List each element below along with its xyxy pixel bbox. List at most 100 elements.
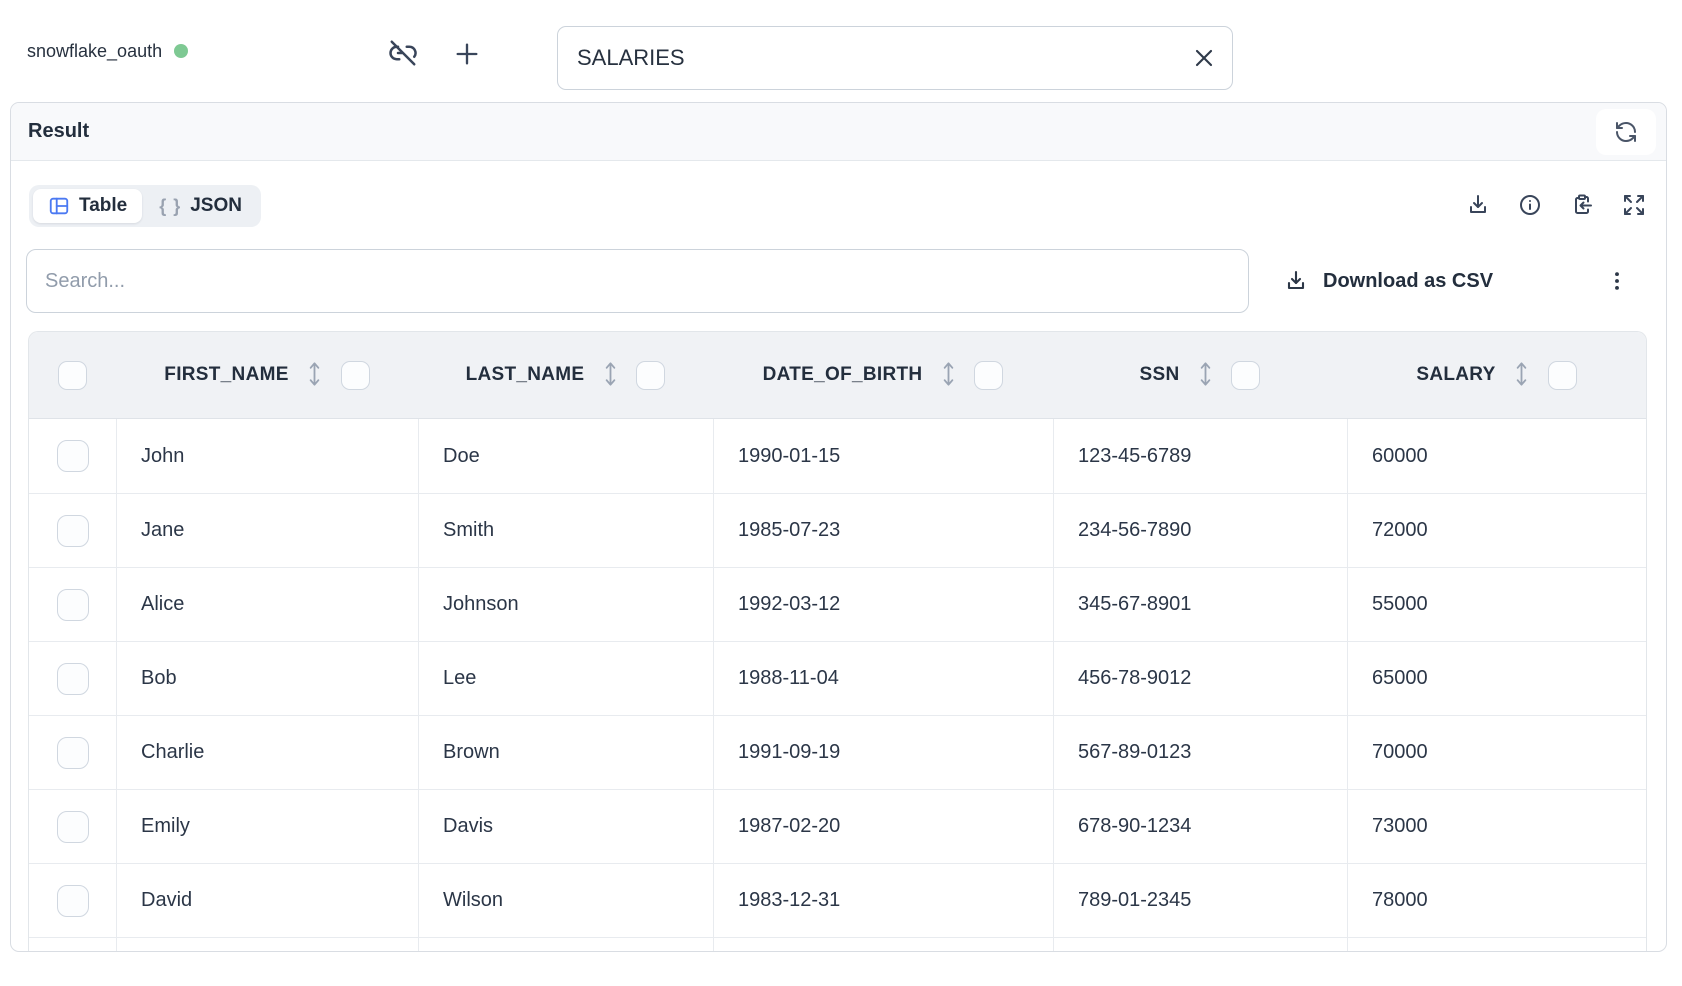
row-checkbox[interactable] (56, 440, 89, 472)
column-label: SALARY (1416, 364, 1496, 385)
sort-icon (941, 360, 956, 391)
row-checkbox[interactable] (56, 810, 89, 843)
download-icon (1287, 270, 1305, 290)
table-cell: 78000 (1347, 864, 1646, 937)
info-button[interactable] (1516, 191, 1544, 219)
table-cell: Lee (418, 642, 713, 715)
column-label: DATE_OF_BIRTH (762, 364, 923, 385)
sort-icon (603, 360, 618, 391)
column-checkbox[interactable] (636, 360, 666, 390)
column-label: FIRST_NAME (164, 364, 289, 385)
table-cell: Wilson (418, 864, 713, 937)
search-input[interactable] (26, 249, 1249, 313)
column-header-last_name: LAST_NAME (418, 332, 713, 418)
sort-button[interactable] (306, 360, 324, 390)
table-cell: 70000 (1347, 716, 1646, 789)
select-all-checkbox[interactable] (58, 360, 87, 390)
table-cell: 55000 (1347, 568, 1646, 641)
table-row: Jane Smith 1985-07-23 234-56-7890 72000 (29, 493, 1646, 567)
table-cell (713, 938, 1053, 951)
table-cell: 678-90-1234 (1053, 790, 1347, 863)
table-cell: Brown (418, 716, 713, 789)
column-label: LAST_NAME (465, 364, 585, 385)
sort-button[interactable] (1196, 360, 1214, 390)
more-options-button[interactable] (1599, 249, 1635, 313)
table-cell: 65000 (1347, 642, 1646, 715)
result-table: FIRST_NAME LAST_NAME DATE_OF_BIRTH SSN SALAR… (28, 331, 1647, 951)
column-checkbox[interactable] (1231, 360, 1261, 390)
result-title: Result (28, 120, 90, 142)
table-row: Emily Davis 1987-02-20 678-90-1234 73000 (29, 789, 1646, 863)
sort-button[interactable] (1513, 360, 1531, 390)
result-header-bar: Result (11, 103, 1666, 161)
copy-to-clipboard-button[interactable] (1568, 191, 1596, 219)
table-cell: Davis (418, 790, 713, 863)
refresh-icon (1616, 122, 1636, 142)
table-cell (116, 938, 418, 951)
connection-status-dot (174, 44, 189, 58)
column-header-ssn: SSN (1053, 332, 1347, 418)
sort-button[interactable] (939, 360, 957, 390)
tab-json-label: JSON (190, 195, 242, 216)
table-cell (1053, 938, 1347, 951)
table-cell: 234-56-7890 (1053, 494, 1347, 567)
info-icon (1520, 195, 1540, 215)
table-cell (1347, 938, 1646, 951)
table-row: Charlie Brown 1991-09-19 567-89-0123 70000 (29, 715, 1646, 789)
column-label: SSN (1139, 364, 1180, 385)
table-row: John Doe 1990-01-15 123-45-6789 60000 (29, 419, 1646, 493)
table-cell: 123-45-6789 (1053, 419, 1347, 493)
table-cell: Smith (418, 494, 713, 567)
table-cell: 1990-01-15 (713, 419, 1053, 493)
sort-button[interactable] (601, 360, 619, 390)
table-cell: 456-78-9012 (1053, 642, 1347, 715)
expand-button[interactable] (1620, 191, 1648, 219)
table-cell: Emily (116, 790, 418, 863)
table-cell: 72000 (1347, 494, 1646, 567)
row-checkbox[interactable] (56, 588, 89, 621)
column-header-first_name: FIRST_NAME (116, 332, 418, 418)
column-checkbox[interactable] (1547, 360, 1577, 390)
table-cell: Alice (116, 568, 418, 641)
table-cell: 73000 (1347, 790, 1646, 863)
add-query-button[interactable] (450, 39, 484, 69)
download-result-button[interactable] (1464, 191, 1492, 219)
clear-input-button[interactable] (1176, 27, 1232, 89)
sort-icon (1514, 360, 1529, 391)
table-body: John Doe 1990-01-15 123-45-6789 60000 Jane Smi… (29, 419, 1646, 951)
table-cell: Charlie (116, 716, 418, 789)
row-checkbox[interactable] (56, 736, 89, 769)
refresh-button[interactable] (1596, 109, 1656, 155)
table-name-input[interactable] (558, 45, 1176, 71)
row-checkbox[interactable] (56, 662, 89, 695)
row-checkbox[interactable] (56, 514, 89, 547)
table-cell: 1983-12-31 (713, 864, 1053, 937)
connection-selector[interactable]: snowflake_oauth (27, 0, 189, 102)
column-checkbox[interactable] (340, 360, 370, 390)
sort-icon (1198, 360, 1213, 391)
table-name-field (557, 26, 1233, 90)
braces-icon: { } (159, 195, 182, 216)
row-checkbox[interactable] (56, 884, 89, 917)
download-csv-button[interactable]: Download as CSV (1284, 249, 1493, 313)
close-icon (1195, 49, 1213, 67)
table-cell: 345-67-8901 (1053, 568, 1347, 641)
table-cell: 60000 (1347, 419, 1646, 493)
expand-icon (1624, 195, 1644, 215)
column-header-date_of_birth: DATE_OF_BIRTH (713, 332, 1053, 418)
table-cell: 1987-02-20 (713, 790, 1053, 863)
plus-icon (456, 43, 478, 65)
table-cell: Jane (116, 494, 418, 567)
top-bar: snowflake_oauth (0, 0, 1682, 102)
column-checkbox[interactable] (974, 360, 1004, 390)
table-cell: 1991-09-19 (713, 716, 1053, 789)
tab-json[interactable]: { } JSON (144, 189, 257, 223)
tab-table[interactable]: Table (33, 189, 143, 223)
connection-name: snowflake_oauth (27, 40, 163, 61)
table-row: Alice Johnson 1992-03-12 345-67-8901 55000 (29, 567, 1646, 641)
unlink-button[interactable] (384, 37, 422, 69)
table-cell: Johnson (418, 568, 713, 641)
clipboard-paste-icon (1575, 194, 1592, 214)
link-off-icon (389, 40, 417, 66)
table-cell: 789-01-2345 (1053, 864, 1347, 937)
